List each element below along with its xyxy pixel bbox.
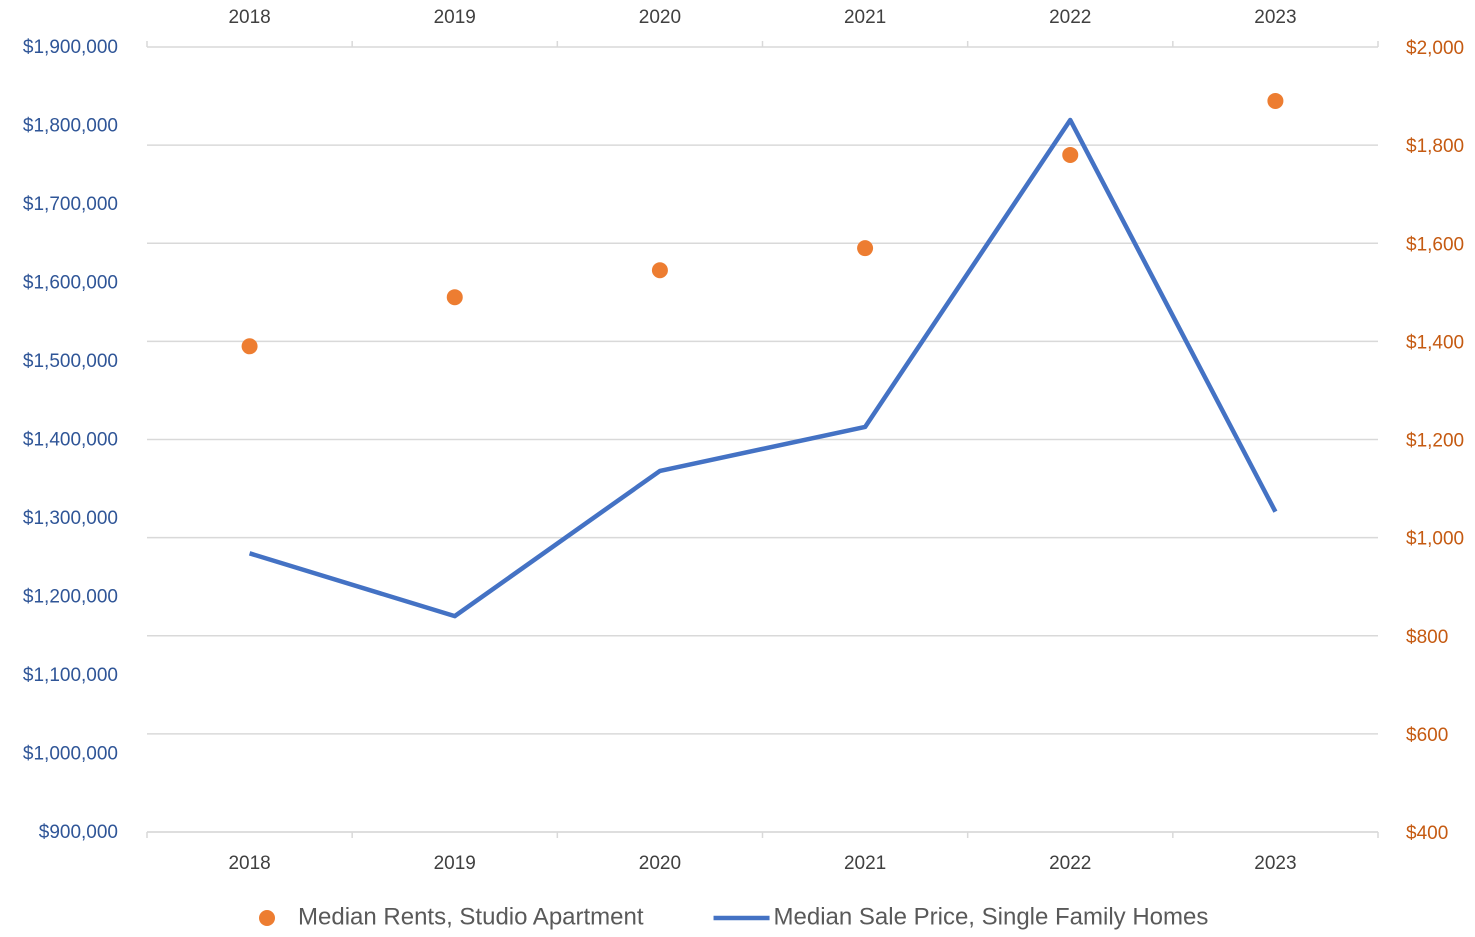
y2-tick-label: $2,000 — [1406, 38, 1464, 59]
scatter-point — [241, 338, 258, 355]
y-tick-label: $1,300,000 — [23, 508, 118, 529]
y2-tick-label: $1,600 — [1406, 234, 1464, 255]
y-tick-label: $1,000,000 — [23, 744, 118, 765]
x-tick-label-top: 2022 — [1049, 7, 1091, 28]
x-tick-label: 2020 — [639, 853, 681, 874]
x-tick-label: 2023 — [1254, 853, 1296, 874]
y-tick-label: $1,500,000 — [23, 351, 118, 372]
y2-tick-label: $1,000 — [1406, 529, 1464, 550]
y-tick-label: $1,700,000 — [23, 194, 118, 215]
y-tick-label: $1,900,000 — [23, 37, 118, 58]
x-tick-label: 2021 — [844, 853, 886, 874]
x-tick-label-top: 2019 — [434, 7, 476, 28]
scatter-point — [1267, 92, 1284, 109]
x-tick-label-top: 2018 — [228, 7, 270, 28]
y-tick-label: $1,600,000 — [23, 273, 118, 294]
x-tick-label: 2022 — [1049, 853, 1091, 874]
x-tick-label-top: 2021 — [844, 7, 886, 28]
y2-tick-label: $1,200 — [1406, 431, 1464, 452]
x-tick-label-top: 2023 — [1254, 7, 1296, 28]
line-series — [248, 117, 1278, 619]
scatter-point — [651, 262, 668, 279]
y-tick-label: $1,800,000 — [23, 116, 118, 137]
legend-marker — [259, 910, 275, 926]
y2-tick-label: $1,800 — [1406, 136, 1464, 157]
y-tick-label: $1,200,000 — [23, 587, 118, 608]
x-tick-label: 2019 — [434, 853, 476, 874]
y2-tick-label: $600 — [1406, 725, 1448, 746]
legend-label: Median Sale Price, Single Family Homes — [774, 903, 1209, 930]
y2-tick-label: $800 — [1406, 627, 1448, 648]
scatter-point — [446, 289, 463, 306]
y-tick-label: $1,400,000 — [23, 430, 118, 451]
x-tick-label: 2018 — [228, 853, 270, 874]
y-tick-label: $900,000 — [39, 822, 118, 843]
scatter-point — [1062, 146, 1079, 163]
y-tick-label: $1,100,000 — [23, 665, 118, 686]
y2-tick-label: $400 — [1406, 823, 1448, 844]
legend-label: Median Rents, Studio Apartment — [298, 903, 644, 930]
x-tick-label-top: 2020 — [639, 7, 681, 28]
scatter-point — [857, 240, 874, 257]
y2-tick-label: $1,400 — [1406, 332, 1464, 353]
